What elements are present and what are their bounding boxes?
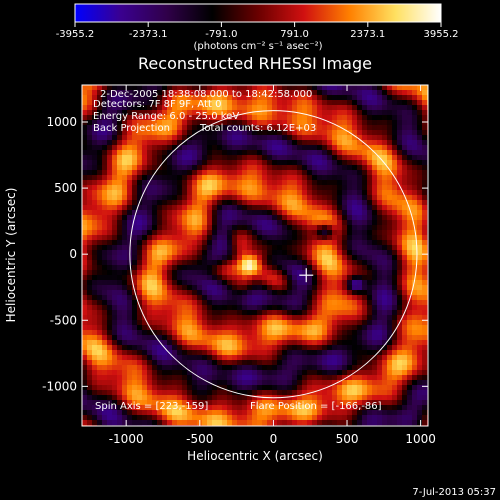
colorbar-tick-label: 3955.2 <box>424 29 459 40</box>
annotation-spin-axis: Spin Axis = [223,-159] <box>95 401 208 412</box>
axes-ticks: -1000 -500 0 500 1000 -1000 -500 0 500 1000 <box>42 85 436 446</box>
annotation-flare-position: Flare Position = [-166,-86] <box>250 401 382 412</box>
annotation-energy: Energy Range: 6.0 - 25.0 keV <box>93 111 239 122</box>
colorbar-unit-label: (photons cm⁻² s⁻¹ asec⁻²) <box>193 41 322 52</box>
y-axis-label: Heliocentric Y (arcsec) <box>4 188 18 323</box>
annotation-method: Back Projection <box>93 123 170 134</box>
x-tick-label: 0 <box>270 432 278 446</box>
colorbar-ticks: -3955.2 -2373.1 -791.0 791.0 2373.1 3955.2 <box>56 22 459 40</box>
colorbar-tick-label: -3955.2 <box>56 29 95 40</box>
y-tick-label: 1000 <box>46 115 77 129</box>
spin-axis-crosshair <box>299 268 314 283</box>
y-tick-label: -500 <box>50 313 77 327</box>
annotation-counts: Total counts: 6.12E+03 <box>199 123 316 134</box>
x-tick-label: -1000 <box>109 432 144 446</box>
colorbar-tick-label: 2373.1 <box>350 29 385 40</box>
solar-limb-circle <box>129 110 418 399</box>
chart-title: Reconstructed RHESSI Image <box>138 54 372 73</box>
x-tick-label: 1000 <box>405 432 436 446</box>
x-tick-label: 500 <box>336 432 359 446</box>
annotation-time: 2-Dec-2005 18:38:08.000 to 18:42:58.000 <box>100 89 312 100</box>
annotation-detectors: Detectors: 7F 8F 9F, Att 0 <box>93 99 221 110</box>
y-tick-label: 500 <box>54 181 77 195</box>
footer-date: 7-Jul-2013 05:37 <box>412 487 496 498</box>
x-tick-label: -500 <box>186 432 213 446</box>
x-axis-label: Heliocentric X (arcsec) <box>187 449 323 463</box>
y-tick-label: 0 <box>69 247 77 261</box>
y-tick-label: -1000 <box>42 379 77 393</box>
colorbar <box>74 3 442 23</box>
colorbar-tick-label: -791.0 <box>205 29 237 40</box>
colorbar-tick-label: 791.0 <box>280 29 309 40</box>
colorbar-tick-label: -2373.1 <box>129 29 168 40</box>
heatmap-image <box>82 85 428 426</box>
plot-frame <box>81 84 429 427</box>
